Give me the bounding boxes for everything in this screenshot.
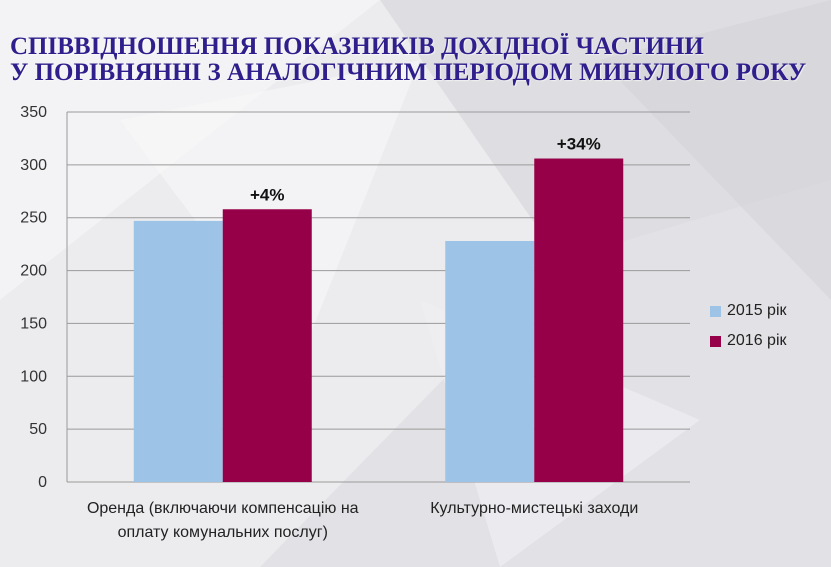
- bar-1-2016-рік: [222, 209, 312, 482]
- x-category-label-1-line-1: Оренда (включаючи компенсацію на: [87, 500, 359, 517]
- y-tick-label-100: 100: [20, 368, 47, 385]
- x-category-label-1-line-2: оплату комунальних послуг): [118, 524, 328, 541]
- y-tick-label-350: 350: [20, 104, 47, 121]
- chart-title-line1: СПІВВІДНОШЕННЯ ПОКАЗНИКІВ ДОХІДНОЇ ЧАСТИ…: [10, 33, 704, 60]
- y-tick-label-0: 0: [38, 474, 47, 491]
- y-tick-label-300: 300: [20, 157, 47, 174]
- chart-title-line2: У ПОРІВНЯННІ З АНАЛОГІЧНИМ ПЕРІОДОМ МИНУ…: [10, 59, 807, 86]
- legend-label-2015: 2015 рік: [727, 302, 787, 319]
- legend-item-2015: 2015 рік: [710, 296, 787, 326]
- y-tick-label-250: 250: [20, 210, 47, 227]
- legend-swatch-2015: [710, 305, 721, 317]
- legend-item-2016: 2016 рік: [710, 326, 787, 356]
- y-tick-label-50: 50: [29, 421, 47, 438]
- data-label-1: +4%: [250, 185, 285, 204]
- chart-legend: 2015 рік 2016 рік: [710, 296, 787, 356]
- bar-2-2016-рік: [534, 158, 624, 482]
- legend-label-2016: 2016 рік: [727, 332, 787, 349]
- legend-swatch-2016: [710, 335, 721, 347]
- x-category-label-2-line-1: Культурно-мистецькі заходи: [430, 500, 638, 517]
- bar-2-2015-рік: [445, 240, 535, 482]
- y-tick-label-200: 200: [20, 263, 47, 280]
- data-label-2: +34%: [557, 135, 601, 154]
- y-tick-label-150: 150: [20, 315, 47, 332]
- bar-1-2015-рік: [133, 220, 223, 482]
- chart-title: СПІВВІДНОШЕННЯ ПОКАЗНИКІВ ДОХІДНОЇ ЧАСТИ…: [10, 34, 830, 86]
